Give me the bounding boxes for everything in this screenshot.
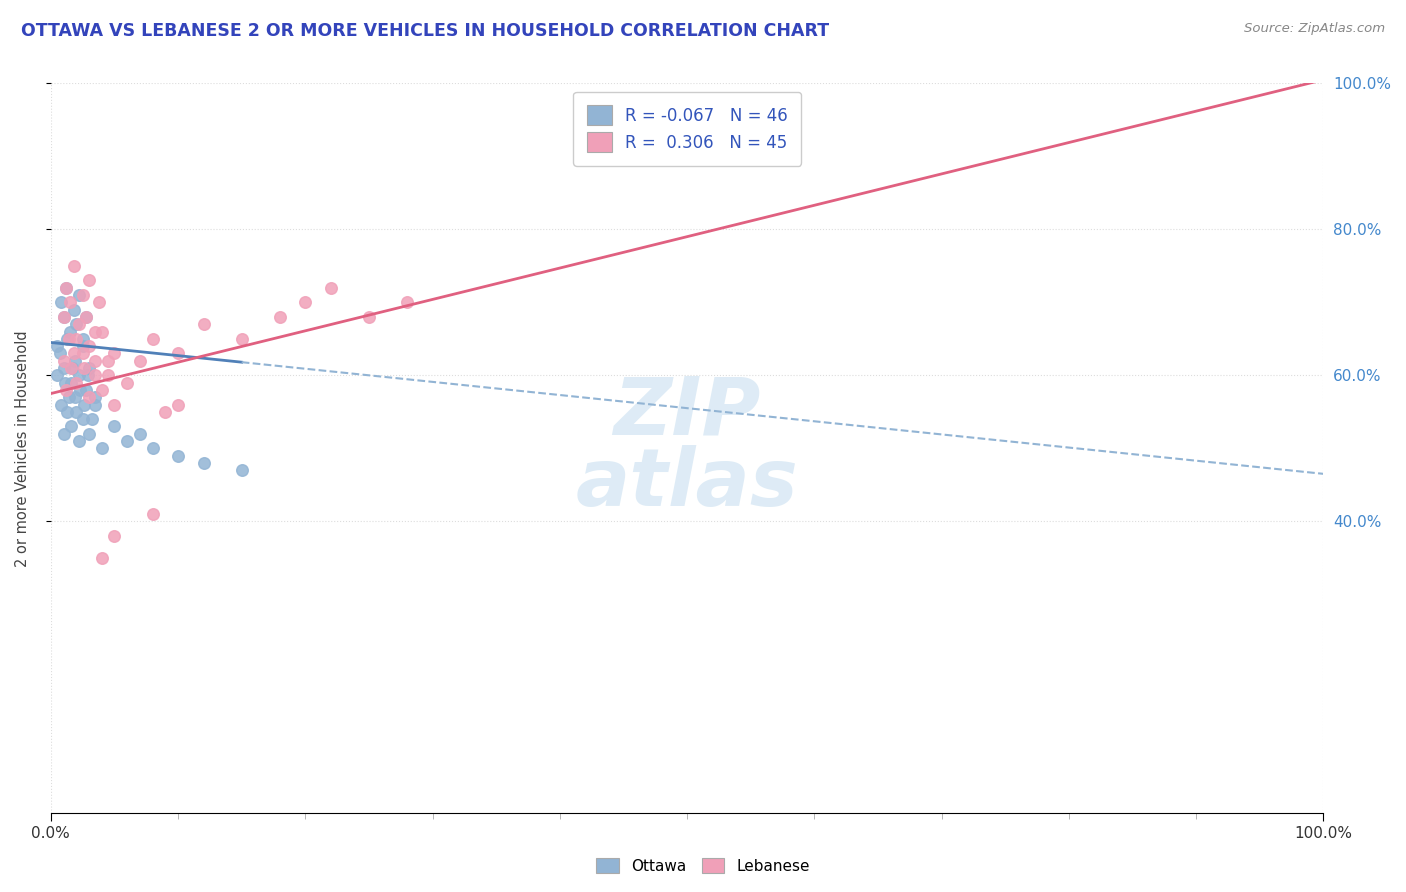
Point <box>80 412 103 426</box>
Point <box>72 346 94 360</box>
Point <box>67 317 90 331</box>
Point <box>75 310 97 324</box>
Point <box>193 317 215 331</box>
Point <box>62 259 84 273</box>
Point <box>84 325 107 339</box>
Point <box>60 376 83 390</box>
Y-axis label: 2 or more Vehicles in Household: 2 or more Vehicles in Household <box>15 330 30 566</box>
Point <box>62 302 84 317</box>
Point <box>231 463 253 477</box>
Point <box>72 288 94 302</box>
Point <box>60 361 83 376</box>
Point <box>97 368 120 383</box>
Point <box>77 361 100 376</box>
Point <box>294 295 316 310</box>
Point <box>52 310 75 324</box>
Text: ZIP
atlas: ZIP atlas <box>575 374 799 524</box>
Point <box>65 332 87 346</box>
Point <box>52 353 75 368</box>
Point <box>49 397 72 411</box>
Point <box>55 281 77 295</box>
Point <box>67 368 90 383</box>
Point <box>155 405 177 419</box>
Point <box>129 426 152 441</box>
Point <box>72 332 94 346</box>
Point <box>75 383 97 397</box>
Point <box>56 332 79 346</box>
Point <box>76 368 98 383</box>
Point <box>167 449 190 463</box>
Point <box>319 281 342 295</box>
Point <box>84 353 107 368</box>
Point <box>103 346 125 360</box>
Point <box>84 390 107 404</box>
Point <box>84 397 107 411</box>
Point <box>59 325 82 339</box>
Point <box>65 317 87 331</box>
Text: Source: ZipAtlas.com: Source: ZipAtlas.com <box>1244 22 1385 36</box>
Point <box>73 361 96 376</box>
Point <box>49 295 72 310</box>
Point <box>73 397 96 411</box>
Point <box>269 310 291 324</box>
Point <box>142 332 165 346</box>
Point <box>53 376 76 390</box>
Point <box>63 353 86 368</box>
Point <box>62 346 84 360</box>
Point <box>77 390 100 404</box>
Point <box>90 325 112 339</box>
Point <box>90 383 112 397</box>
Point <box>67 434 90 448</box>
Point <box>67 288 90 302</box>
Point <box>48 346 70 360</box>
Point <box>77 426 100 441</box>
Point <box>58 390 80 404</box>
Point <box>77 339 100 353</box>
Text: OTTAWA VS LEBANESE 2 OR MORE VEHICLES IN HOUSEHOLD CORRELATION CHART: OTTAWA VS LEBANESE 2 OR MORE VEHICLES IN… <box>21 22 830 40</box>
Point <box>46 339 69 353</box>
Point <box>62 361 84 376</box>
Point <box>60 419 83 434</box>
Point <box>77 273 100 287</box>
Point <box>90 442 112 456</box>
Point <box>231 332 253 346</box>
Point <box>56 405 79 419</box>
Point <box>46 368 69 383</box>
Point <box>115 376 138 390</box>
Point <box>65 405 87 419</box>
Point <box>63 390 86 404</box>
Point <box>357 310 380 324</box>
Point <box>396 295 419 310</box>
Legend: R = -0.067   N = 46, R =  0.306   N = 45: R = -0.067 N = 46, R = 0.306 N = 45 <box>574 92 801 166</box>
Point <box>103 419 125 434</box>
Point <box>97 353 120 368</box>
Point <box>142 507 165 521</box>
Point <box>65 376 87 390</box>
Point <box>72 412 94 426</box>
Legend: Ottawa, Lebanese: Ottawa, Lebanese <box>589 852 817 880</box>
Point <box>103 529 125 543</box>
Point <box>55 281 77 295</box>
Point <box>193 456 215 470</box>
Point <box>89 295 111 310</box>
Point <box>59 295 82 310</box>
Point <box>90 550 112 565</box>
Point <box>72 339 94 353</box>
Point <box>142 442 165 456</box>
Point <box>55 383 77 397</box>
Point <box>129 353 152 368</box>
Point <box>52 310 75 324</box>
Point <box>52 361 75 376</box>
Point <box>52 426 75 441</box>
Point <box>84 368 107 383</box>
Point <box>75 310 97 324</box>
Point <box>103 397 125 411</box>
Point <box>167 397 190 411</box>
Point <box>167 346 190 360</box>
Point <box>58 332 80 346</box>
Point <box>115 434 138 448</box>
Point <box>69 383 91 397</box>
